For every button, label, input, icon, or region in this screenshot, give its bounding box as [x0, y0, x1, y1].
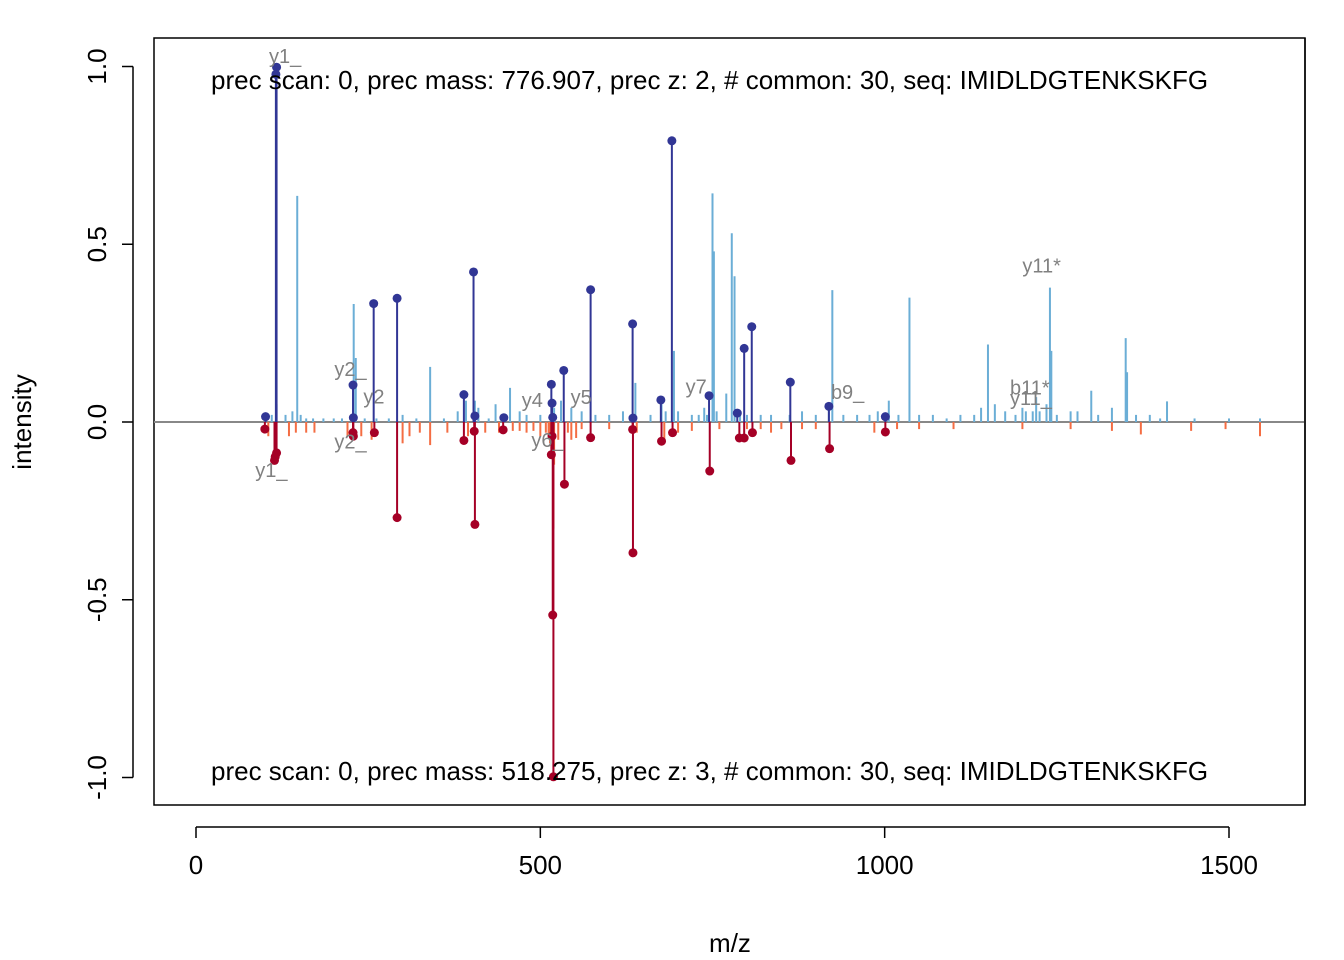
y-tick-label: 0.0: [82, 404, 112, 440]
bottom-matched-point: [369, 428, 379, 438]
bottom-matched-point: [547, 431, 557, 441]
bottom-matched-point: [668, 428, 678, 438]
bottom-matched-point: [459, 435, 469, 445]
bottom-matched-point: [747, 428, 757, 438]
top-spectrum-peaks: [270, 193, 1261, 422]
top-matched-point: [392, 293, 402, 303]
top-matched-point: [499, 413, 509, 423]
top-matched-point: [469, 267, 479, 277]
top-matched-point: [559, 365, 569, 375]
x-tick-label: 1000: [856, 850, 914, 880]
bottom-matched-point: [469, 426, 479, 436]
ion-label: y4: [522, 390, 543, 412]
bottom-matched-point: [559, 479, 569, 489]
ion-label: y6_: [531, 430, 564, 452]
top-matched-point: [704, 391, 714, 401]
bottom-matched-point: [548, 610, 558, 620]
ion-label: y1_: [269, 46, 302, 68]
ion-label: b9_: [831, 382, 865, 404]
top-matched-point: [470, 411, 480, 421]
y-tick-label: -1.0: [82, 755, 112, 800]
top-matched-point: [546, 379, 556, 389]
top-matched-point: [732, 408, 742, 418]
top-matched-point: [824, 401, 834, 411]
ion-label: y1_: [255, 460, 288, 482]
top-matched-point: [880, 412, 890, 422]
y-tick-label: 0.5: [82, 226, 112, 262]
y-axis: -1.0 -0.5 0.0 0.5 1.0: [82, 48, 134, 800]
bottom-matched-point: [392, 513, 402, 523]
top-matched-point: [628, 319, 638, 329]
top-matched-point: [272, 62, 282, 72]
bottom-matched-point: [825, 444, 835, 454]
bottom-matched-point: [470, 519, 480, 529]
top-matched-point: [547, 398, 557, 408]
ion-label: y11*: [1022, 256, 1061, 278]
ion-label: b11*: [1010, 377, 1050, 399]
ion-label: y7: [686, 377, 707, 399]
bottom-matched-point: [628, 424, 638, 434]
ion-label: y5: [571, 387, 592, 409]
x-tick-label: 500: [519, 850, 562, 880]
top-matched-point: [369, 299, 379, 309]
y-axis-title: intensity: [7, 374, 37, 469]
top-matched-point: [656, 395, 666, 405]
top-matched-point: [586, 285, 596, 295]
bottom-matched-point: [348, 431, 358, 441]
right-margin-mask: [1306, 0, 1344, 960]
bottom-matched-point: [272, 448, 282, 458]
ion-label: y2_: [334, 432, 367, 454]
bottom-matched-point: [548, 772, 558, 782]
ion-label: y2_: [334, 359, 367, 381]
bottom-matched-point: [786, 455, 796, 465]
top-spectrum-header: prec scan: 0, prec mass: 776.907, prec z…: [211, 65, 1208, 95]
bottom-matched-point: [546, 450, 556, 460]
ion-annotation-labels: y1_ y2_ y2 y4 y5 y7 b9_ y11* b11*y11_ y1_ y2_ y6_: [255, 46, 1061, 482]
bottom-matched-point: [880, 427, 890, 437]
bottom-matched-point: [498, 425, 508, 435]
x-axis: 0 500 1000 1500: [189, 826, 1258, 880]
ion-label: y11_: [1010, 388, 1053, 410]
top-matched-point: [261, 412, 271, 422]
top-matched-point: [785, 377, 795, 387]
bottom-matched-point: [586, 433, 596, 443]
x-tick-label: 1500: [1200, 850, 1258, 880]
bottom-matched-point: [657, 436, 667, 446]
ion-label: y2: [363, 387, 384, 409]
top-matched-point: [548, 412, 558, 422]
bottom-spectrum-peaks: [267, 422, 1261, 529]
y-tick-label: 1.0: [82, 48, 112, 84]
y-tick-label: -0.5: [82, 577, 112, 622]
bottom-matched-point: [739, 433, 749, 443]
bottom-matched-point: [705, 466, 715, 476]
bottom-matched-point: [628, 548, 638, 558]
x-axis-title: m/z: [709, 928, 751, 958]
top-matched-point: [271, 69, 281, 79]
top-matched-point: [667, 136, 677, 146]
matched-peak-points: [260, 62, 890, 782]
top-matched-point: [628, 413, 638, 423]
top-matched-point: [348, 413, 358, 423]
bottom-spectrum-header: prec scan: 0, prec mass: 518.275, prec z…: [211, 756, 1208, 786]
bottom-matched-point: [260, 424, 270, 434]
top-matched-point: [747, 322, 757, 332]
top-matched-point: [739, 343, 749, 353]
top-matched-point: [459, 390, 469, 400]
x-tick-label: 0: [189, 850, 203, 880]
top-matched-point: [348, 380, 358, 390]
